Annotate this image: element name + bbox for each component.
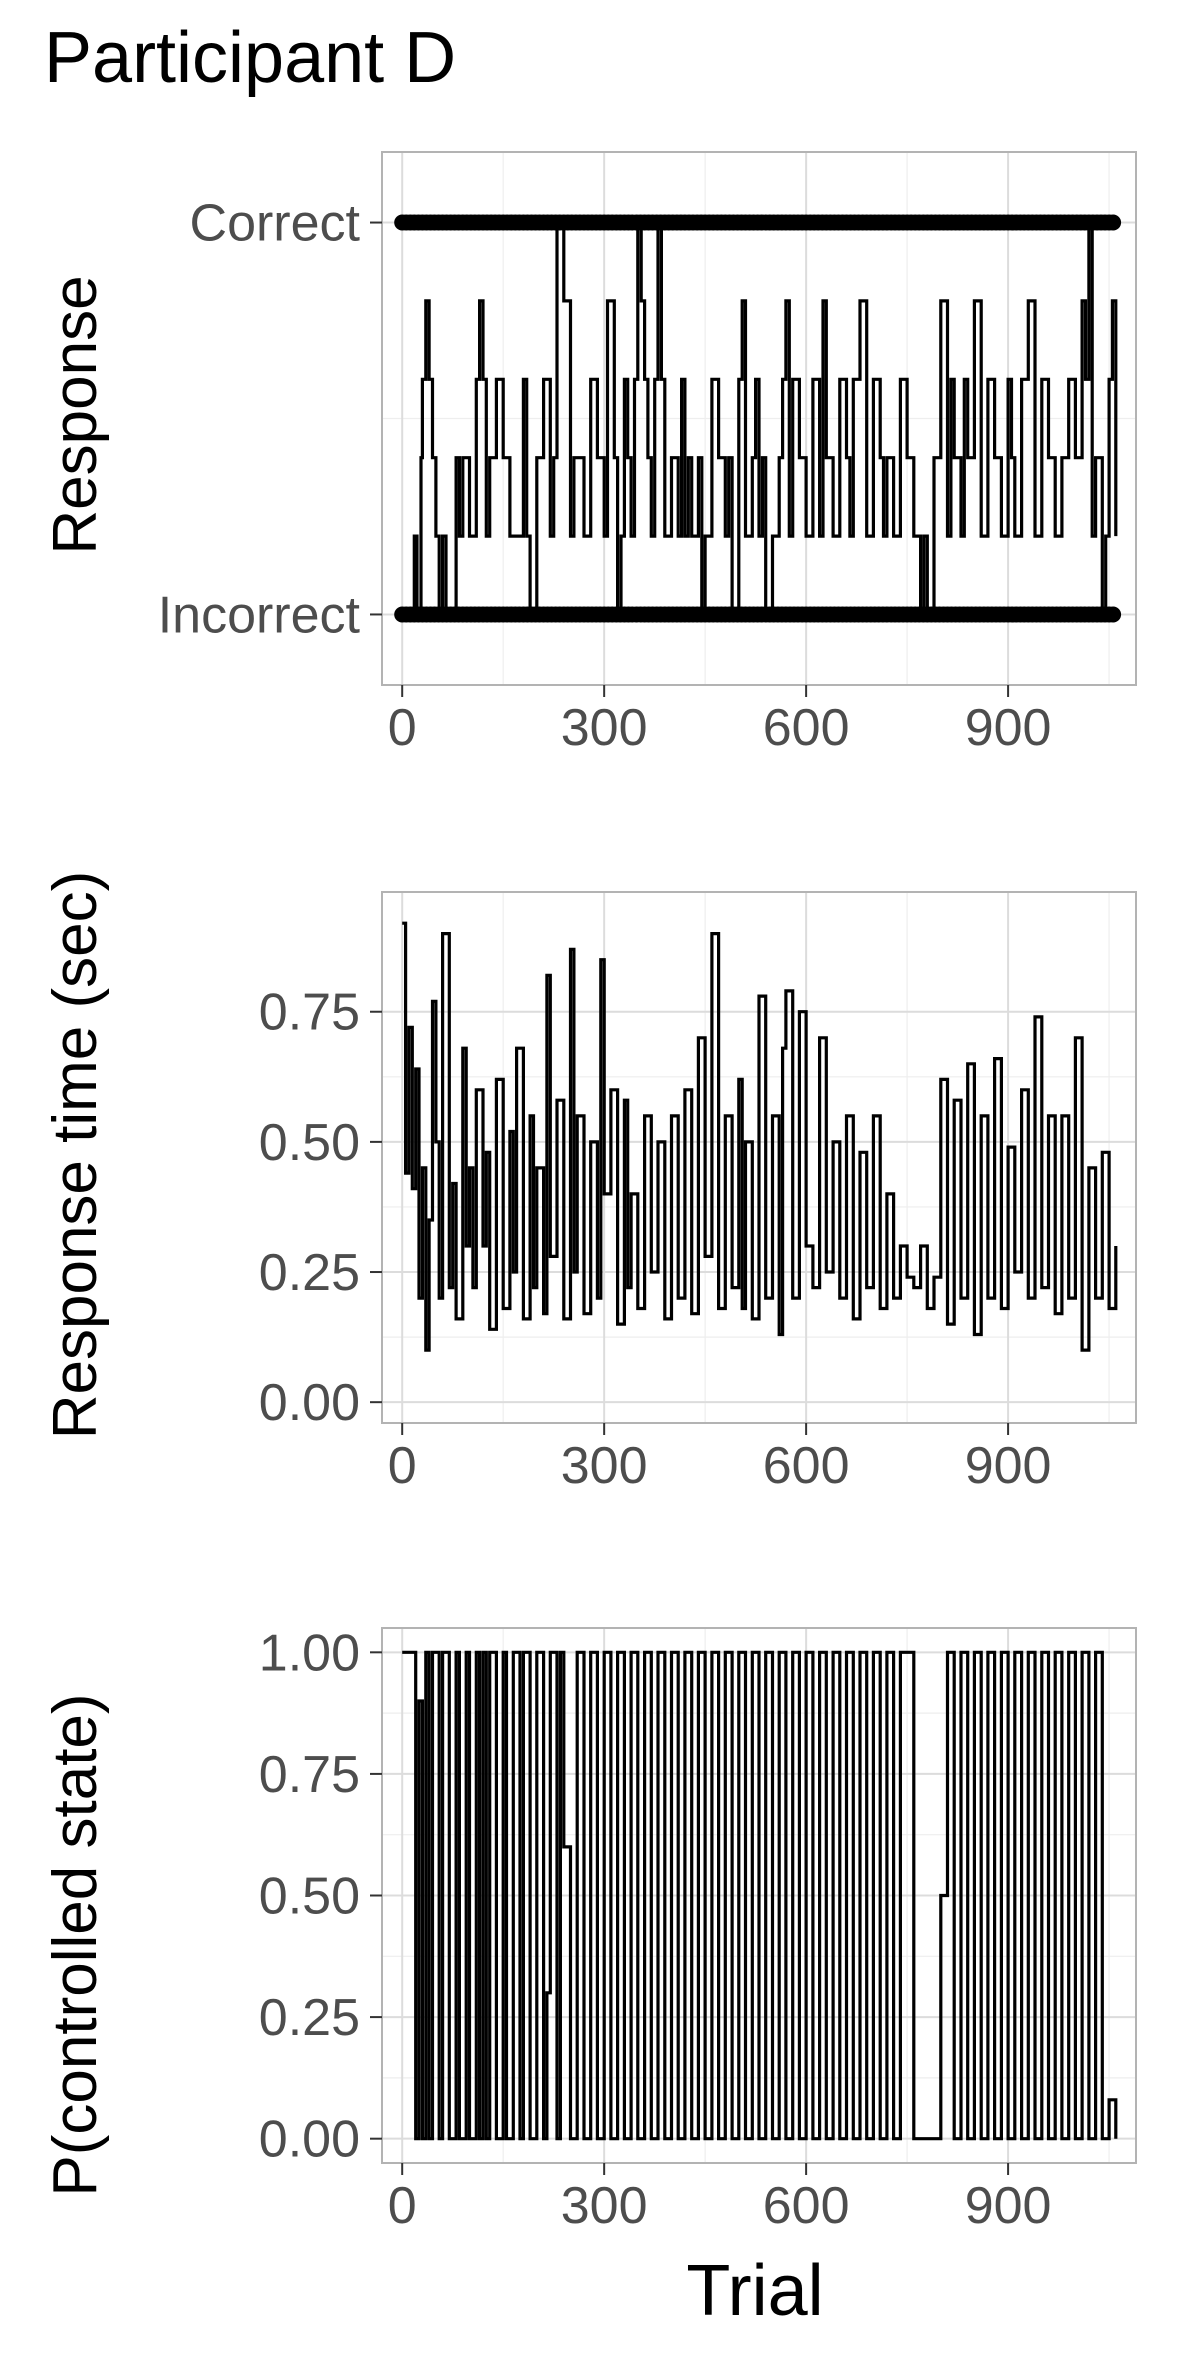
- controlled-state-panel: P(controlled state) Trial 0 300 600 900 0.00…: [41, 1624, 1137, 2331]
- controlled-state-y-tick-label: 0.00: [259, 2111, 360, 2169]
- response-time-panel: Response time (sec) 0 300 600 900 0.00 0.25 0.…: [41, 871, 1137, 1495]
- controlled-state-x-tick-label: 900: [965, 2177, 1052, 2235]
- response-time-panel-border: [381, 891, 1137, 1424]
- x-axis-label: Trial: [686, 2251, 823, 2331]
- response-series-line: [402, 220, 1118, 617]
- controlled-state-x-tick-label: 0: [388, 2177, 417, 2235]
- response-panel-border: [381, 151, 1137, 686]
- response-time-x-tick-label: 900: [965, 1437, 1052, 1495]
- response-y-tick-label: Incorrect: [158, 586, 361, 644]
- response-x-tick-label: 900: [965, 699, 1052, 757]
- response-time-x-tick-label: 300: [561, 1437, 648, 1495]
- controlled-state-x-tick-label: 300: [561, 2177, 648, 2235]
- response-panel: Response 0 300 600 900 Incorrect Correct: [41, 151, 1137, 757]
- response-time-y-tick-label: 0.00: [259, 1374, 360, 1432]
- response-point: [1105, 214, 1122, 231]
- response-y-tick-label: Correct: [190, 195, 361, 253]
- controlled-state-y-tick-label: 0.25: [259, 1989, 360, 2047]
- response-time-x-tick-label: 0: [388, 1437, 417, 1495]
- figure-title: Participant D: [44, 18, 456, 98]
- response-y-axis-label: Response: [41, 275, 110, 554]
- response-time-y-axis-label: Response time (sec): [41, 871, 110, 1440]
- response-time-y-tick-label: 0.50: [259, 1114, 360, 1172]
- response-time-y-tick-label: 0.25: [259, 1244, 360, 1302]
- controlled-state-y-tick-label: 1.00: [259, 1624, 360, 1682]
- controlled-state-y-tick-label: 0.50: [259, 1868, 360, 1926]
- controlled-state-y-tick-label: 0.75: [259, 1746, 360, 1804]
- response-x-tick-label: 600: [763, 699, 850, 757]
- response-time-y-tick-label: 0.75: [259, 984, 360, 1042]
- controlled-state-series-line: [402, 1650, 1118, 2141]
- response-time-x-tick-label: 600: [763, 1437, 850, 1495]
- response-point: [1105, 606, 1122, 623]
- controlled-state-x-tick-label: 600: [763, 2177, 850, 2235]
- response-time-series-line: [402, 921, 1118, 1352]
- response-x-tick-label: 300: [561, 699, 648, 757]
- response-x-tick-label: 0: [388, 699, 417, 757]
- controlled-state-y-axis-label: P(controlled state): [41, 1693, 110, 2196]
